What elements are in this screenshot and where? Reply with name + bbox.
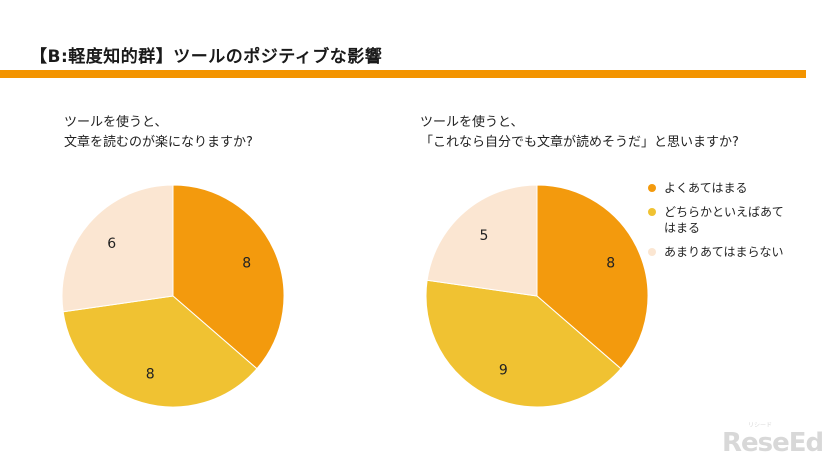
- pie-2-slice-2-label: 9: [499, 363, 508, 379]
- pie-2-slice-3: [426, 184, 538, 297]
- watermark-sub: リシード: [748, 422, 773, 429]
- legend-item-2: どちらかといえばあてはまる: [648, 204, 794, 236]
- slide-title: 【B:軽度知的群】ツールのポジティブな影響: [30, 47, 383, 67]
- pie-chart-1: 8 8 6: [61, 184, 285, 408]
- chart-legend: よくあてはまる どちらかといえばあてはまる あまりあてはまらない: [648, 180, 794, 268]
- pie-1-slice-2-label: 8: [146, 367, 155, 383]
- pie-2-slice-3-label: 5: [479, 228, 488, 244]
- legend-swatch-3: [648, 248, 656, 256]
- question-2-line-1: ツールを使うと、: [420, 115, 524, 130]
- question-1: ツールを使うと、 文章を読むのが楽になりますか?: [64, 113, 253, 153]
- legend-label-2: どちらかといえばあてはまる: [664, 205, 784, 235]
- legend-item-1: よくあてはまる: [648, 180, 794, 196]
- title-divider: [0, 70, 806, 78]
- pie-1-slice-2: [62, 295, 258, 408]
- pie-1-slice-3: [61, 184, 174, 313]
- legend-label-3: あまりあてはまらない: [664, 245, 784, 259]
- question-2: ツールを使うと、 「これなら自分でも文章が読めそうだ」と思いますか?: [420, 113, 739, 153]
- question-2-line-2: 「これなら自分でも文章が読めそうだ」と思いますか?: [420, 135, 739, 150]
- legend-swatch-2: [648, 208, 656, 216]
- watermark-logo: ReseEd: [722, 428, 824, 458]
- pie-1-slice-1-label: 8: [242, 255, 251, 271]
- question-1-line-2: 文章を読むのが楽になりますか?: [64, 135, 253, 150]
- legend-item-3: あまりあてはまらない: [648, 244, 794, 260]
- pie-1-slice-3-label: 6: [107, 236, 116, 252]
- pie-2-slice-1: [536, 184, 649, 370]
- legend-label-1: よくあてはまる: [664, 181, 748, 195]
- question-1-line-1: ツールを使うと、: [64, 115, 168, 130]
- pie-2-slice-1-label: 8: [606, 255, 615, 271]
- pie-1-slice-1: [172, 184, 285, 370]
- pie-chart-2: 8 9 5: [425, 184, 649, 408]
- pie-2-slice-2: [425, 279, 622, 408]
- legend-swatch-1: [648, 184, 656, 192]
